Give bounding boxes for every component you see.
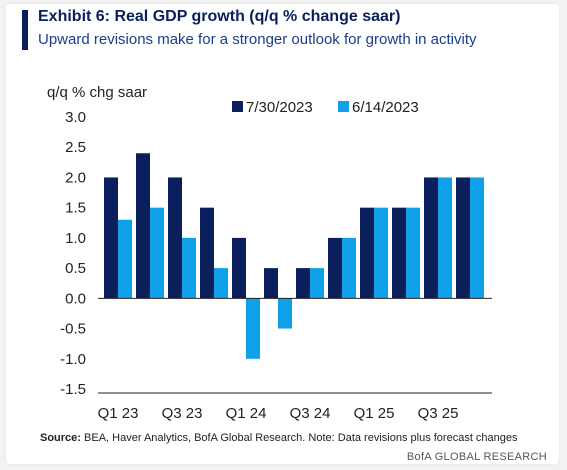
y-tick-label: 2.5 — [65, 139, 86, 156]
bar-series-1 — [264, 268, 278, 299]
bar-series-1 — [360, 207, 374, 299]
bar-series-1 — [136, 153, 150, 299]
bar-series-2 — [214, 268, 228, 299]
y-tick-label: 1.5 — [65, 200, 86, 217]
bar-series-2 — [374, 207, 388, 299]
bar-series-1 — [328, 237, 342, 299]
x-tick-label: Q1 25 — [354, 405, 395, 422]
source-note: Source: BEA, Haver Analytics, BofA Globa… — [40, 432, 518, 444]
legend-label-1: 7/30/2023 — [246, 99, 313, 116]
y-axis-label: q/q % chg saar — [47, 84, 147, 101]
bar-series-2 — [342, 237, 356, 299]
bar-series-2 — [150, 207, 164, 299]
brand-label: BofA GLOBAL RESEARCH — [406, 451, 547, 463]
chart-subtitle: Upward revisions make for a stronger out… — [38, 31, 477, 48]
bar-series-1 — [392, 207, 406, 299]
bar-chart: q/q % chg saar 3.0 2.5 2.0 1.5 1.0 0.5 0.0 -0.5 -… — [47, 84, 492, 422]
source-label: Source: — [40, 432, 81, 444]
bar-series-1 — [168, 177, 182, 299]
bar-series-2 — [118, 219, 132, 299]
bar-series-2 — [470, 177, 484, 299]
x-tick-label: Q1 23 — [98, 405, 139, 422]
source-text: BEA, Haver Analytics, BofA Global Resear… — [84, 432, 518, 444]
y-tick-label: 2.0 — [65, 169, 86, 186]
bar-series-1 — [232, 237, 246, 299]
bar-series-2 — [406, 207, 420, 299]
x-tick-label: Q3 24 — [290, 405, 331, 422]
x-tick-label: Q1 24 — [226, 405, 267, 422]
bar-series-1 — [296, 268, 310, 299]
bar-series-1 — [200, 207, 214, 299]
legend-swatch-2 — [338, 101, 349, 112]
bar-series-2 — [438, 177, 452, 299]
y-tick-label: -1.0 — [60, 351, 86, 368]
bar-series-2 — [310, 268, 324, 299]
y-tick-label: 3.0 — [65, 109, 86, 126]
bar-series-2 — [246, 298, 260, 359]
bar-series-1 — [424, 177, 438, 299]
y-tick-label: 0.0 — [65, 290, 86, 307]
x-tick-label: Q3 23 — [162, 405, 203, 422]
bar-series-2 — [182, 237, 196, 299]
y-tick-label: 0.5 — [65, 260, 86, 277]
bar-series-1 — [456, 177, 470, 299]
chart-title: Exhibit 6: Real GDP growth (q/q % change… — [38, 8, 401, 25]
x-tick-label: Q3 25 — [418, 405, 459, 422]
y-tick-label: -0.5 — [60, 321, 86, 338]
y-tick-label: 1.0 — [65, 230, 86, 247]
legend-swatch-1 — [232, 101, 243, 112]
y-tick-label: -1.5 — [60, 381, 86, 398]
bar-series-1 — [104, 177, 118, 299]
legend-label-2: 6/14/2023 — [352, 99, 419, 116]
title-accent-bar — [22, 10, 28, 50]
bar-series-2 — [278, 298, 292, 329]
